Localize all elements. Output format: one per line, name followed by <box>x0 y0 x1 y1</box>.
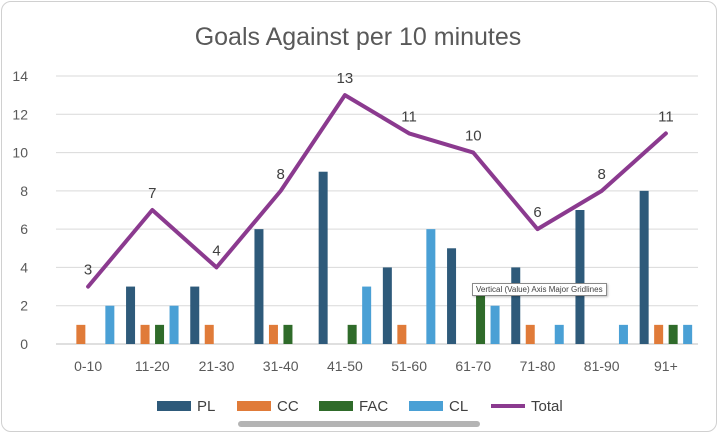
bar-pl-71-80 <box>511 267 521 344</box>
x-tick-label: 51-60 <box>391 358 427 374</box>
bar-fac-11-20 <box>155 324 165 344</box>
total-data-label: 7 <box>148 185 156 202</box>
bar-pl-21-30 <box>190 286 200 344</box>
bar-cl-41-50 <box>362 286 372 344</box>
bar-cl-71-80 <box>554 324 564 344</box>
chart-title: Goals Against per 10 minutes <box>195 23 522 51</box>
legend-pl-label: PL <box>197 398 215 415</box>
bar-cc-11-20 <box>140 324 150 344</box>
bar-cl-51-60 <box>426 229 436 344</box>
legend-pl-swatch <box>157 401 191 411</box>
gridline-tooltip: Vertical (Value) Axis Major Gridlines <box>472 283 607 296</box>
bar-fac-61-70 <box>476 286 486 344</box>
bar-cl-81-90 <box>618 324 628 344</box>
y-tick-label: 14 <box>12 68 28 84</box>
x-tick-label: 61-70 <box>455 358 491 374</box>
y-tick-label: 12 <box>12 106 28 122</box>
legend-cc-label: CC <box>277 398 299 415</box>
total-data-label: 8 <box>598 166 606 183</box>
legend-cl-label: CL <box>449 398 468 415</box>
total-data-label: 4 <box>212 242 220 259</box>
y-tick-label: 2 <box>20 298 28 314</box>
total-data-label: 8 <box>277 166 285 183</box>
bar-cl-0-10 <box>105 305 115 344</box>
total-line <box>86 93 668 289</box>
x-tick-label: 0-10 <box>74 358 102 374</box>
total-data-label: 6 <box>533 204 541 221</box>
bar-cl-11-20 <box>169 305 179 344</box>
y-tick-label: 0 <box>20 336 28 352</box>
total-data-label: 3 <box>84 262 92 279</box>
x-tick-label: 31-40 <box>263 358 299 374</box>
x-tick-label: 81-90 <box>584 358 620 374</box>
horizontal-scrollbar[interactable] <box>238 421 480 427</box>
data-labels: 3 7 4 8 13 11 10 6 8 11 <box>84 70 674 278</box>
x-axis-ticks: 0-10 11-20 21-30 31-40 41-50 51-60 61-70 71-80 8… <box>74 358 678 374</box>
bars <box>76 171 693 344</box>
bar-cc-91+ <box>654 324 664 344</box>
legend[interactable]: PL CC FAC CL Total <box>157 398 563 415</box>
bar-cc-0-10 <box>76 324 86 344</box>
bar-cl-61-70 <box>490 305 500 344</box>
y-tick-label: 6 <box>20 221 28 237</box>
legend-fac-swatch <box>319 401 353 411</box>
total-data-label: 10 <box>465 128 482 145</box>
total-line-path <box>86 93 668 289</box>
bar-cc-31-40 <box>268 324 278 344</box>
x-tick-label: 91+ <box>654 358 678 374</box>
bar-pl-31-40 <box>254 229 264 344</box>
bar-pl-91+ <box>639 190 649 344</box>
bar-cc-71-80 <box>525 324 535 344</box>
legend-cl-swatch <box>409 401 443 411</box>
x-tick-label: 21-30 <box>199 358 235 374</box>
x-tick-label: 11-20 <box>135 358 170 374</box>
bar-cc-21-30 <box>204 324 214 344</box>
total-data-label: 11 <box>401 108 417 125</box>
bar-fac-91+ <box>668 324 678 344</box>
x-tick-label: 71-80 <box>520 358 556 374</box>
legend-total-label: Total <box>531 398 563 415</box>
total-data-label: 11 <box>658 108 674 125</box>
y-tick-label: 8 <box>20 183 28 199</box>
total-data-label: 13 <box>337 70 354 87</box>
y-tick-label: 10 <box>12 145 28 161</box>
y-tick-label: 4 <box>20 259 28 275</box>
bar-cc-51-60 <box>397 324 407 344</box>
legend-cc-swatch <box>237 401 271 411</box>
bar-pl-11-20 <box>126 286 136 344</box>
bar-pl-51-60 <box>382 267 392 344</box>
bar-pl-61-70 <box>447 248 457 344</box>
bar-pl-41-50 <box>318 171 328 344</box>
legend-fac-label: FAC <box>359 398 388 415</box>
bar-pl-81-90 <box>575 210 585 344</box>
x-tick-label: 41-50 <box>327 358 363 374</box>
bar-fac-41-50 <box>347 324 357 344</box>
bar-cl-91+ <box>683 324 693 344</box>
bar-fac-31-40 <box>283 324 293 344</box>
y-axis-ticks: 0 2 4 6 8 10 12 14 <box>12 68 28 352</box>
